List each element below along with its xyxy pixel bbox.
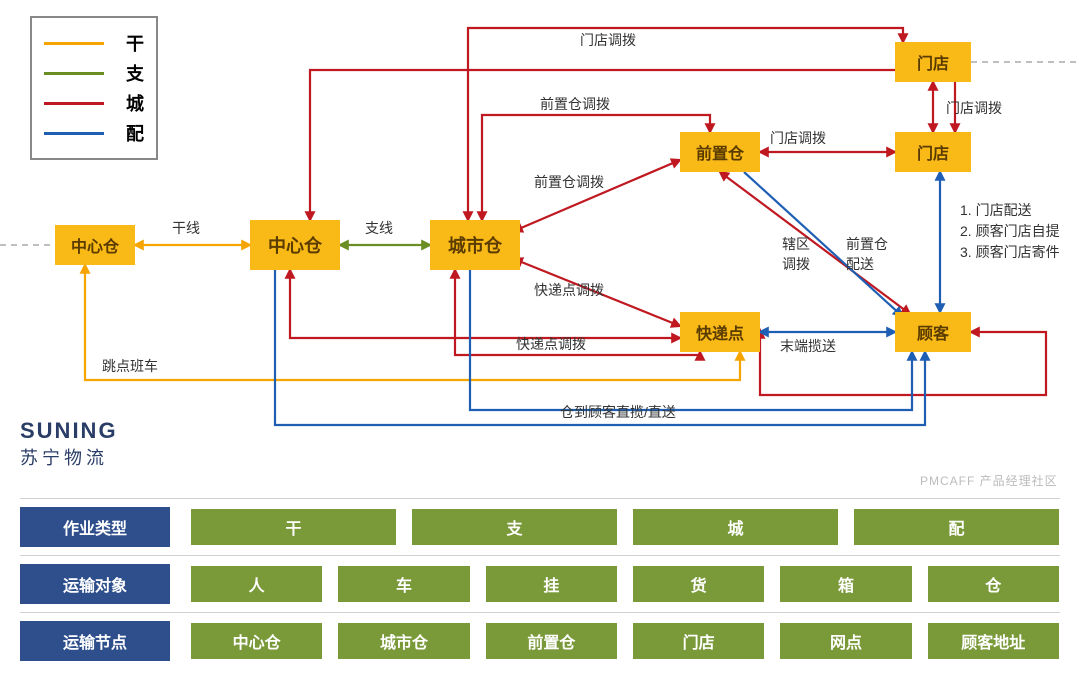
node-store1: 门店 — [895, 42, 971, 82]
brand-en: SUNING — [20, 418, 118, 444]
row-cells: 人车挂货箱仓 — [190, 565, 1060, 603]
note-text: 顾客门店自提 — [976, 223, 1060, 239]
row-header: 运输节点 — [20, 621, 170, 661]
edge-e3 — [514, 160, 680, 231]
row-cells: 中心仓城市仓前置仓门店网点顾客地址 — [190, 622, 1060, 660]
edge-label: 快递点调拨 — [534, 280, 604, 300]
row-cells: 干支城配 — [190, 508, 1060, 546]
edge-e14 — [85, 265, 740, 380]
edge-e11 — [310, 70, 955, 220]
edge-label: 前置仓调拨 — [534, 172, 604, 192]
table-cell: 车 — [337, 565, 470, 603]
node-label: 门店 — [917, 50, 949, 74]
edge-label: 门店调拨 — [580, 30, 636, 50]
legend-label: 干 — [126, 30, 144, 56]
table-row: 运输节点中心仓城市仓前置仓门店网点顾客地址 — [20, 612, 1060, 669]
table-cell: 网点 — [779, 622, 912, 660]
legend-swatch — [44, 42, 104, 45]
table-cell: 货 — [632, 565, 765, 603]
node-c2: 中心仓 — [250, 220, 340, 270]
note-number: 2. — [960, 223, 976, 239]
table-cell: 支 — [411, 508, 618, 546]
node-exp: 快递点 — [680, 312, 760, 352]
table-cell: 城 — [632, 508, 839, 546]
edge-label: 前置仓 配送 — [846, 234, 888, 274]
note-text: 门店配送 — [976, 202, 1032, 218]
note-row: 2. 顾客门店自提 — [960, 221, 1060, 242]
legend-row: 配 — [44, 120, 144, 146]
edge-label: 门店调拨 — [770, 128, 826, 148]
node-label: 中心仓 — [71, 233, 119, 257]
legend-label: 配 — [126, 120, 144, 146]
table-row: 作业类型干支城配 — [20, 498, 1060, 555]
node-label: 城市仓 — [448, 232, 502, 258]
edge-label: 末端揽送 — [780, 336, 836, 356]
table-cell: 仓 — [927, 565, 1060, 603]
brand-zh: 苏宁物流 — [20, 444, 118, 470]
node-city: 城市仓 — [430, 220, 520, 270]
legend-swatch — [44, 132, 104, 135]
legend-label: 城 — [126, 90, 144, 116]
node-label: 前置仓 — [696, 140, 744, 164]
edge-e8 — [482, 115, 710, 220]
table-cell: 城市仓 — [337, 622, 470, 660]
table-cell: 前置仓 — [485, 622, 618, 660]
edge-label: 干线 — [172, 218, 200, 238]
table-cell: 人 — [190, 565, 323, 603]
brand-logo: SUNING苏宁物流 — [20, 418, 118, 470]
table-cell: 顾客地址 — [927, 622, 1060, 660]
table-row: 运输对象人车挂货箱仓 — [20, 555, 1060, 612]
legend-row: 支 — [44, 60, 144, 86]
table-cell: 中心仓 — [190, 622, 323, 660]
legend: 干支城配 — [30, 16, 158, 160]
legend-row: 城 — [44, 90, 144, 116]
row-header: 作业类型 — [20, 507, 170, 547]
watermark: PMCAFF 产品经理社区 — [920, 472, 1058, 489]
node-c1: 中心仓 — [55, 225, 135, 265]
edge-e12 — [290, 270, 680, 338]
node-cust: 顾客 — [895, 312, 971, 352]
note-number: 3. — [960, 244, 976, 260]
note-text: 顾客门店寄件 — [976, 244, 1060, 260]
table-cell: 挂 — [485, 565, 618, 603]
legend-swatch — [44, 102, 104, 105]
table-cell: 配 — [853, 508, 1060, 546]
category-table: 作业类型干支城配运输对象人车挂货箱仓运输节点中心仓城市仓前置仓门店网点顾客地址 — [20, 498, 1060, 669]
note-number: 1. — [960, 202, 976, 218]
note-row: 3. 顾客门店寄件 — [960, 242, 1060, 263]
node-front: 前置仓 — [680, 132, 760, 172]
node-store2: 门店 — [895, 132, 971, 172]
edge-label: 辖区 调拨 — [782, 234, 810, 274]
edge-label: 门店调拨 — [946, 98, 1002, 118]
table-cell: 箱 — [779, 565, 912, 603]
row-header: 运输对象 — [20, 564, 170, 604]
node-label: 门店 — [917, 140, 949, 164]
table-cell: 干 — [190, 508, 397, 546]
node-label: 中心仓 — [268, 232, 322, 258]
edge-label: 前置仓调拨 — [540, 94, 610, 114]
side-notes: 1. 门店配送2. 顾客门店自提3. 顾客门店寄件 — [960, 200, 1060, 263]
node-label: 快递点 — [696, 320, 744, 344]
table-cell: 门店 — [632, 622, 765, 660]
note-row: 1. 门店配送 — [960, 200, 1060, 221]
edge-label: 仓到顾客直揽/直送 — [560, 402, 676, 422]
edge-label: 跳点班车 — [102, 356, 158, 376]
legend-swatch — [44, 72, 104, 75]
legend-label: 支 — [126, 60, 144, 86]
legend-row: 干 — [44, 30, 144, 56]
edge-label: 快递点调拨 — [516, 334, 586, 354]
edge-label: 支线 — [365, 218, 393, 238]
node-label: 顾客 — [917, 320, 949, 344]
